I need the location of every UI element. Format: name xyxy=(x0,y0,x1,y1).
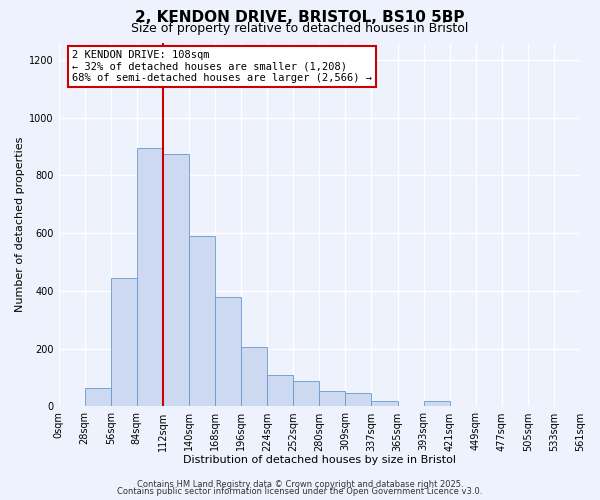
Y-axis label: Number of detached properties: Number of detached properties xyxy=(15,137,25,312)
Bar xyxy=(424,402,449,406)
Text: 2 KENDON DRIVE: 108sqm
← 32% of detached houses are smaller (1,208)
68% of semi-: 2 KENDON DRIVE: 108sqm ← 32% of detached… xyxy=(71,50,371,83)
Bar xyxy=(111,278,137,406)
Bar xyxy=(189,236,215,406)
Bar xyxy=(163,154,189,406)
X-axis label: Distribution of detached houses by size in Bristol: Distribution of detached houses by size … xyxy=(183,455,456,465)
Text: Contains public sector information licensed under the Open Government Licence v3: Contains public sector information licen… xyxy=(118,487,482,496)
Text: Size of property relative to detached houses in Bristol: Size of property relative to detached ho… xyxy=(131,22,469,35)
Bar xyxy=(241,348,267,406)
Bar xyxy=(267,374,293,406)
Bar xyxy=(346,393,371,406)
Text: Contains HM Land Registry data © Crown copyright and database right 2025.: Contains HM Land Registry data © Crown c… xyxy=(137,480,463,489)
Bar xyxy=(137,148,163,406)
Bar xyxy=(319,391,346,406)
Bar xyxy=(215,296,241,406)
Text: 2, KENDON DRIVE, BRISTOL, BS10 5BP: 2, KENDON DRIVE, BRISTOL, BS10 5BP xyxy=(135,10,465,25)
Bar xyxy=(293,381,319,406)
Bar xyxy=(371,402,398,406)
Bar xyxy=(85,388,111,406)
